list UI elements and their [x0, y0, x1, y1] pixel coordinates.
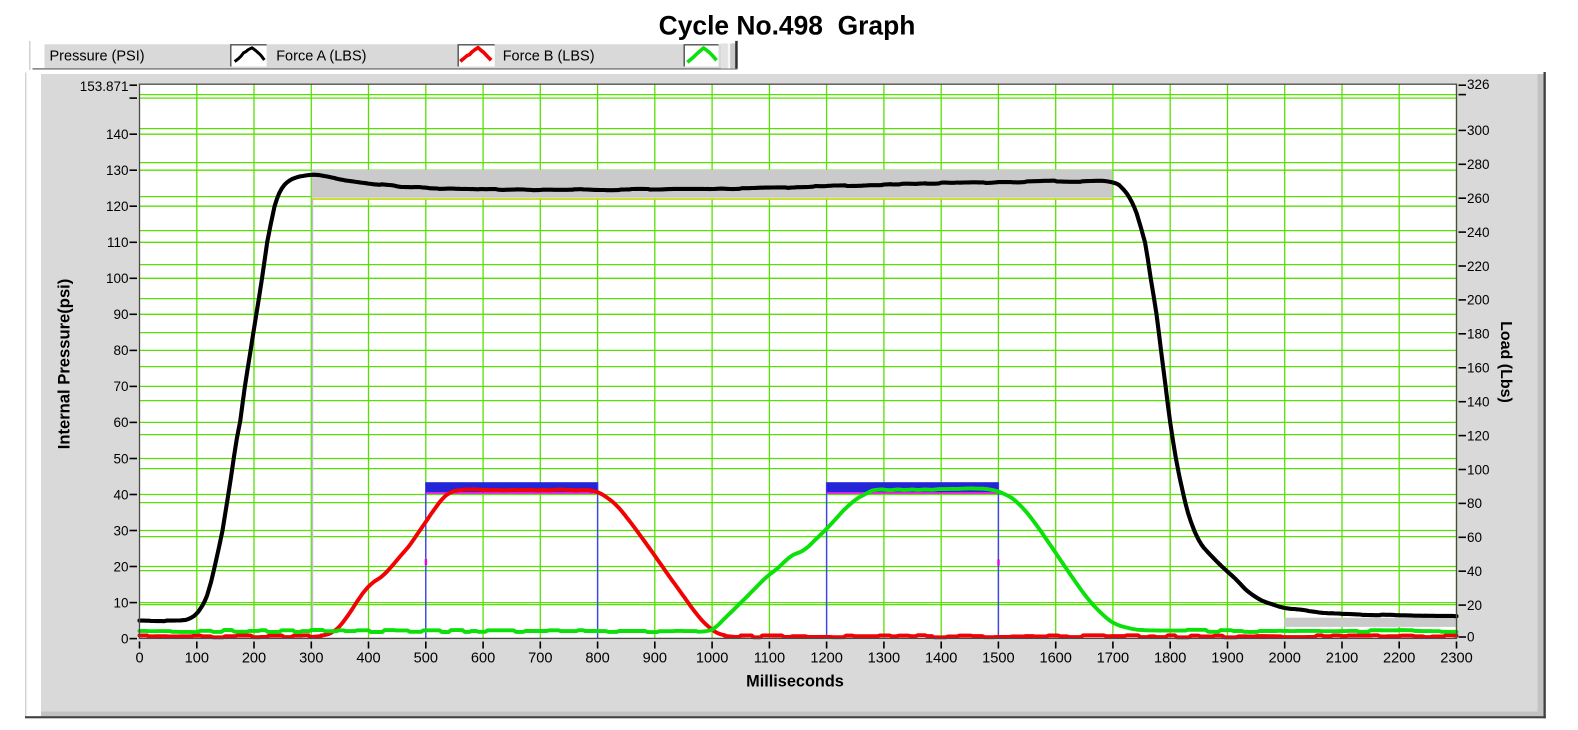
svg-text:200: 200: [242, 651, 266, 667]
svg-text:Force B (LBS): Force B (LBS): [503, 49, 595, 65]
svg-text:700: 700: [528, 651, 552, 667]
svg-text:220: 220: [1467, 259, 1490, 274]
svg-text:200: 200: [1467, 293, 1490, 308]
svg-text:40: 40: [1467, 564, 1482, 579]
svg-text:1900: 1900: [1211, 651, 1243, 667]
svg-text:20: 20: [1467, 598, 1482, 613]
svg-text:Pressure (PSI): Pressure (PSI): [50, 49, 145, 65]
svg-text:1200: 1200: [810, 651, 842, 667]
svg-text:Load (Lbs): Load (Lbs): [1497, 321, 1514, 403]
svg-text:110: 110: [107, 235, 129, 250]
svg-text:280: 280: [1467, 157, 1490, 172]
svg-text:60: 60: [113, 415, 128, 430]
svg-text:1000: 1000: [696, 651, 728, 667]
svg-text:50: 50: [113, 451, 128, 466]
svg-text:30: 30: [113, 523, 128, 538]
svg-text:400: 400: [356, 651, 380, 667]
svg-text:160: 160: [1467, 361, 1490, 376]
svg-text:Milliseconds: Milliseconds: [746, 673, 844, 691]
svg-text:500: 500: [414, 651, 438, 667]
svg-text:60: 60: [1467, 530, 1482, 545]
svg-text:120: 120: [106, 199, 129, 214]
svg-text:153.871: 153.871: [80, 79, 129, 94]
svg-text:180: 180: [1467, 327, 1490, 342]
svg-text:1300: 1300: [868, 651, 900, 667]
svg-text:Internal Pressure(psi): Internal Pressure(psi): [55, 279, 74, 450]
svg-text:0: 0: [121, 631, 129, 646]
svg-text:70: 70: [113, 379, 128, 394]
svg-text:140: 140: [1467, 395, 1490, 410]
svg-text:130: 130: [106, 163, 129, 178]
svg-text:1500: 1500: [982, 651, 1014, 667]
svg-text:2200: 2200: [1383, 651, 1415, 667]
svg-text:90: 90: [113, 307, 128, 322]
svg-text:100: 100: [185, 651, 209, 667]
svg-text:600: 600: [471, 651, 495, 667]
svg-text:1800: 1800: [1154, 651, 1186, 667]
svg-text:2000: 2000: [1268, 651, 1300, 667]
svg-text:2300: 2300: [1440, 651, 1472, 667]
svg-text:260: 260: [1467, 191, 1490, 206]
svg-text:900: 900: [643, 651, 667, 667]
svg-text:140: 140: [106, 127, 129, 142]
svg-text:Cycle No.498 Graph: Cycle No.498 Graph: [659, 10, 916, 40]
svg-text:10: 10: [113, 595, 128, 610]
svg-text:300: 300: [299, 651, 323, 667]
svg-text:1100: 1100: [754, 651, 785, 667]
svg-text:300: 300: [1467, 123, 1490, 138]
svg-text:80: 80: [1467, 496, 1482, 511]
svg-text:100: 100: [106, 271, 129, 286]
svg-text:120: 120: [1467, 428, 1490, 443]
svg-text:326: 326: [1467, 77, 1490, 92]
svg-text:1700: 1700: [1097, 651, 1129, 667]
svg-text:1600: 1600: [1039, 651, 1071, 667]
svg-text:0: 0: [135, 651, 143, 667]
svg-text:800: 800: [585, 651, 609, 667]
svg-text:240: 240: [1467, 225, 1490, 240]
svg-text:2100: 2100: [1326, 651, 1358, 667]
svg-text:0: 0: [1467, 630, 1475, 645]
svg-text:40: 40: [113, 487, 128, 502]
svg-text:80: 80: [113, 343, 128, 358]
svg-text:100: 100: [1467, 462, 1490, 477]
svg-text:Force A (LBS): Force A (LBS): [276, 49, 366, 65]
svg-text:1400: 1400: [925, 651, 957, 667]
svg-text:20: 20: [113, 559, 128, 574]
